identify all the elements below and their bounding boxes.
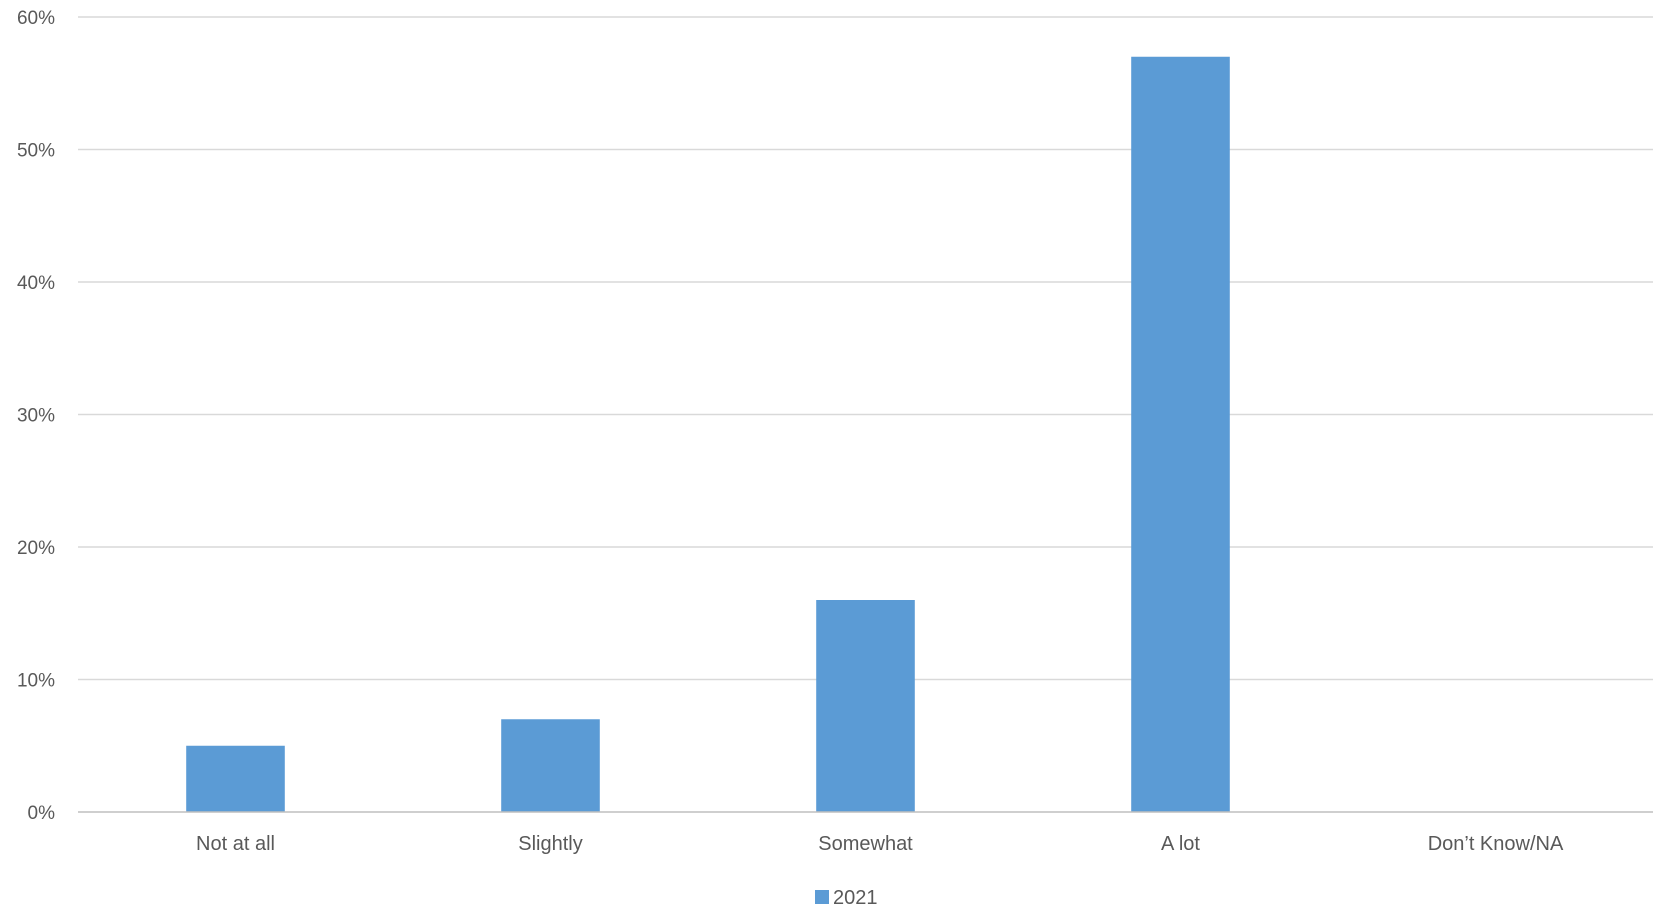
gridlines bbox=[78, 16, 1653, 681]
x-category-label: Don’t Know/NA bbox=[1428, 833, 1564, 855]
bar-0 bbox=[186, 745, 285, 812]
y-tick-label: 50% bbox=[17, 141, 55, 162]
x-category-label: A lot bbox=[1161, 833, 1200, 855]
bars bbox=[186, 56, 1230, 812]
y-tick-label: 20% bbox=[17, 538, 55, 559]
legend: 2021 bbox=[815, 887, 878, 907]
bar-1 bbox=[501, 719, 600, 812]
legend-label: 2021 bbox=[833, 887, 878, 907]
y-tick-label: 10% bbox=[17, 671, 55, 692]
y-axis-tick-labels: 0% 10% 20% 30% 40% 50% 60% bbox=[17, 8, 55, 824]
x-category-label: Slightly bbox=[518, 833, 582, 855]
x-axis-category-labels: Not at all Slightly Somewhat A lot Don’t Kno… bbox=[196, 833, 1564, 855]
legend-swatch bbox=[815, 890, 829, 904]
y-tick-label: 0% bbox=[28, 803, 56, 824]
bar-2 bbox=[816, 600, 915, 812]
y-tick-label: 60% bbox=[17, 8, 55, 29]
y-tick-label: 30% bbox=[17, 406, 55, 427]
y-tick-label: 40% bbox=[17, 273, 55, 294]
x-category-label: Somewhat bbox=[818, 833, 913, 855]
bar-3 bbox=[1131, 56, 1230, 812]
x-category-label: Not at all bbox=[196, 833, 275, 855]
